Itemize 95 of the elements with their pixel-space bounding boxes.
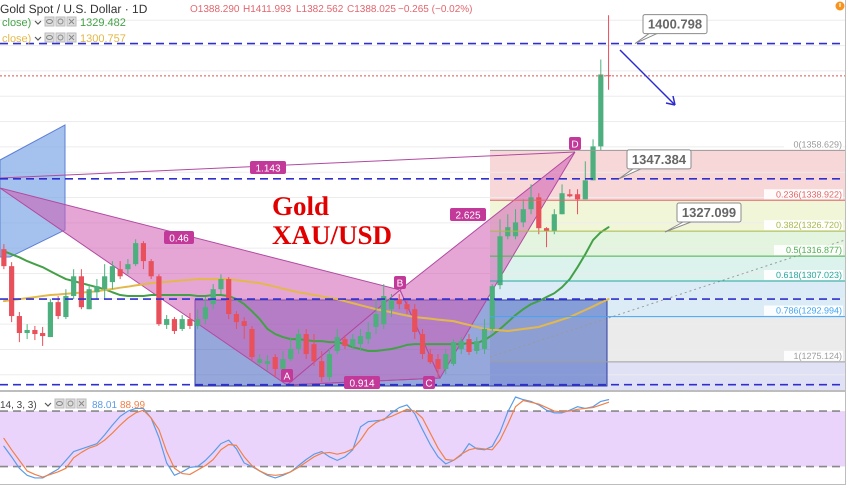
candlestick xyxy=(86,284,92,310)
candlestick xyxy=(24,324,30,340)
candlestick xyxy=(242,316,247,340)
candlestick xyxy=(148,258,154,280)
candlestick xyxy=(218,274,224,295)
candlestick xyxy=(140,240,146,270)
candlestick xyxy=(296,328,302,355)
annotation: 1327.099 xyxy=(682,205,736,220)
candlestick xyxy=(559,184,565,215)
candlestick xyxy=(172,316,178,335)
ref-line-label: 0.618(1307.023) xyxy=(776,270,842,280)
annotation: C xyxy=(425,378,433,390)
candlestick xyxy=(474,336,480,355)
candlestick xyxy=(272,354,278,378)
candlestick xyxy=(195,308,200,330)
candlestick xyxy=(187,312,193,330)
candlestick xyxy=(505,214,510,240)
candlestick xyxy=(466,334,472,356)
candlestick xyxy=(396,294,402,310)
candlestick xyxy=(280,350,286,372)
candlestick xyxy=(202,296,208,325)
candlestick xyxy=(552,208,557,235)
candlestick xyxy=(404,298,410,315)
chart-title: Gold Spot / U.S. Dollar · 1D xyxy=(0,2,148,16)
candlestick xyxy=(582,160,588,200)
candlestick xyxy=(164,314,170,330)
candlestick xyxy=(435,354,441,378)
candlestick xyxy=(358,328,364,352)
annotation: 0.914 xyxy=(349,378,375,390)
candlestick xyxy=(319,350,324,382)
candlestick xyxy=(180,314,185,332)
annotation: −0.265 (−0.02%) xyxy=(398,4,472,15)
candlestick xyxy=(373,298,379,335)
candlestick xyxy=(520,198,526,228)
annotation: 14, 3, 3) xyxy=(0,400,37,411)
annotation: 1300.757 xyxy=(80,33,126,45)
candlestick xyxy=(366,322,371,345)
candlestick xyxy=(32,325,38,341)
candlestick xyxy=(234,310,240,330)
annotation: Gold xyxy=(272,191,330,221)
candlestick xyxy=(118,260,123,280)
annotation: C1388.025 xyxy=(347,4,396,15)
candlestick xyxy=(257,354,262,366)
candlestick xyxy=(288,336,294,362)
ref-line-label: 1347.384 xyxy=(632,152,687,167)
candlestick xyxy=(110,260,116,290)
annotation: H1411.993 xyxy=(243,4,292,15)
annotation: A xyxy=(284,372,291,382)
annotation: 2.625 xyxy=(455,210,481,222)
annotation: 1329.482 xyxy=(80,17,126,29)
ref-line-label: 0(1358.629) xyxy=(793,139,842,150)
candlestick xyxy=(482,318,488,355)
candlestick xyxy=(458,336,464,355)
ref-line-label: 1(1275.124) xyxy=(793,350,842,361)
candlestick xyxy=(210,284,216,310)
ref-line-label: 1400.798 xyxy=(648,16,702,32)
candlestick xyxy=(420,328,426,360)
candlestick xyxy=(71,268,76,300)
candlestick xyxy=(450,338,456,366)
annotation: 0.46 xyxy=(169,234,190,244)
annotation: B xyxy=(396,278,404,290)
annotation: D xyxy=(571,140,579,150)
candlestick xyxy=(40,326,46,346)
candlestick xyxy=(574,188,580,215)
candlestick xyxy=(326,348,332,382)
candlestick xyxy=(334,328,340,355)
candlestick xyxy=(133,238,138,267)
candlestick xyxy=(16,312,22,343)
annotation: O1388.290 xyxy=(190,4,240,15)
annotation: 88.99 xyxy=(120,400,146,411)
candlestick xyxy=(512,208,518,240)
candlestick xyxy=(102,264,108,300)
text: close) xyxy=(2,33,32,45)
annotation: L1382.562 xyxy=(296,4,344,15)
candlestick xyxy=(342,334,348,350)
annotation: 1.143 xyxy=(255,164,281,174)
annotation: XAU/USD xyxy=(272,220,392,250)
ref-line-label: 0.382(1326.720) xyxy=(776,220,842,230)
candlestick xyxy=(63,288,68,320)
candlestick xyxy=(125,258,131,275)
candlestick xyxy=(1,244,6,270)
candlestick xyxy=(264,354,270,372)
candlestick xyxy=(56,296,61,320)
candlestick xyxy=(350,334,356,350)
ref-line-label: 0.786(1292.994) xyxy=(776,306,842,316)
candlestick xyxy=(311,334,317,366)
candlestick xyxy=(428,348,433,364)
candlestick xyxy=(443,348,448,375)
annotation: 88.01 xyxy=(92,400,118,411)
candlestick xyxy=(412,304,418,340)
candlestick xyxy=(94,278,100,300)
ref-line-label: 0.236(1338.922) xyxy=(776,189,842,200)
ref-line-label: 0.5(1316.877) xyxy=(786,245,842,256)
text: close) xyxy=(2,17,32,29)
candlestick xyxy=(304,328,309,360)
